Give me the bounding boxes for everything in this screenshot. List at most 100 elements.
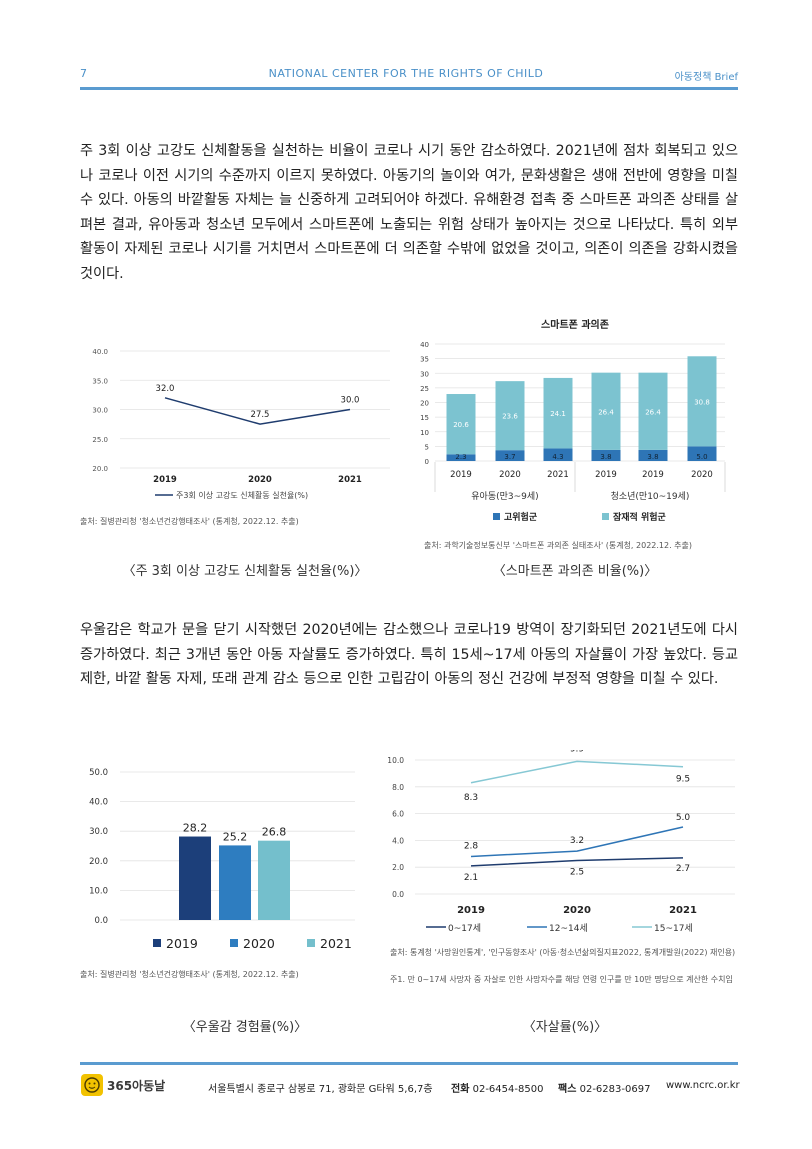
suicide-chart-legend: 0~17세 12~14세 15~17세 xyxy=(426,923,693,934)
legend-high-risk-label: 고위험군 xyxy=(504,511,538,523)
suicide-chart-series xyxy=(470,760,684,867)
depression-bar xyxy=(258,840,290,920)
y-tick-label: 40.0 xyxy=(89,798,108,808)
bar-value-label: 24.1 xyxy=(550,410,566,418)
smartphone-bar-chart: 스마트폰 과의존 0 5 10 15 20 25 30 35 40 2.3 20.6 3.7 23.6… xyxy=(420,318,726,523)
legend-label: 12~14세 xyxy=(549,923,588,934)
activity-chart-y-axis: 20.0 25.0 30.0 35.0 40.0 xyxy=(92,348,108,473)
group-label-youth: 청소년(만10~19세) xyxy=(611,491,690,502)
activity-chart-series xyxy=(164,397,351,425)
legend-swatch xyxy=(307,939,315,947)
y-tick-label: 15 xyxy=(420,414,429,422)
data-label: 2.5 xyxy=(570,868,584,878)
suicide-series-line xyxy=(470,760,684,784)
suicide-source: 출처: 통계청 '사망원인통계', '인구동향조사' (아동·청소년삶의질지표2… xyxy=(390,948,736,957)
header-org-title: NATIONAL CENTER FOR THE RIGHTS OF CHILD xyxy=(268,67,544,80)
y-tick-label: 50.0 xyxy=(89,768,108,778)
activity-source: 출처: 질병관리청 '청소년건강행태조사' (통계청, 2022.12. 추출) xyxy=(80,517,299,526)
bar-value-label: 20.6 xyxy=(453,421,469,429)
high-risk-bar xyxy=(446,454,476,461)
high-risk-bar xyxy=(543,448,573,461)
y-tick-label: 25 xyxy=(420,385,429,393)
suicide-line-chart: 0.02.04.06.08.010.0 2019 2020 2021 2.12.5 2… xyxy=(387,750,735,934)
activity-chart-grid xyxy=(120,350,390,469)
y-tick-label: 8.0 xyxy=(392,783,404,792)
data-label: 3.2 xyxy=(570,836,584,846)
legend-potential-risk-swatch xyxy=(602,513,609,520)
y-tick-label: 35.0 xyxy=(92,377,108,385)
fax-label: 팩스 xyxy=(558,1084,577,1095)
depression-chart-y-axis: 0.0 10.0 20.0 30.0 40.0 50.0 xyxy=(89,768,108,926)
x-tick-label: 2019 xyxy=(153,475,177,485)
smartphone-chart-grid xyxy=(435,343,725,462)
suicide-chart-data-labels: 2.1 2.5 2.7 2.8 3.2 5.0 8.3 9.9 9.5 xyxy=(464,750,691,883)
smartphone-source: 출처: 과학기술정보통신부 '스마트폰 과의존 실태조사' (통계청, 2022… xyxy=(424,541,693,550)
depression-chart-bars xyxy=(179,836,290,920)
footer-website[interactable]: www.ncrc.or.kr xyxy=(666,1080,740,1091)
activity-legend-label: 주3회 이상 고강도 신체활동 실천율(%) xyxy=(176,490,308,500)
bar-value-label: 4.3 xyxy=(552,453,563,461)
phone-number: 02-6454-8500 xyxy=(472,1084,544,1095)
bar-value-label: 3.8 xyxy=(647,453,658,461)
ncrc-logo: 365아동날 xyxy=(81,1074,165,1096)
y-tick-label: 30.0 xyxy=(89,827,108,837)
potential-risk-bar xyxy=(591,372,621,450)
legend-swatch xyxy=(230,939,238,947)
bar-value-label: 5.0 xyxy=(696,453,707,461)
x-tick-label: 2019 xyxy=(450,470,472,480)
group-label-child: 유아동(만3~9세) xyxy=(471,491,538,502)
x-tick-label: 2019 xyxy=(595,470,617,480)
legend-label: 15~17세 xyxy=(654,923,693,934)
header-brief-label: 아동정책 Brief xyxy=(674,72,738,83)
y-tick-label: 20.0 xyxy=(89,857,108,867)
data-label: 25.2 xyxy=(223,830,248,843)
data-label: 9.5 xyxy=(676,775,690,785)
body-paragraph-1: 주 3회 이상 고강도 신체활동을 실천하는 비율이 코로나 시기 동안 감소하… xyxy=(80,143,738,282)
data-label: 28.2 xyxy=(183,822,208,835)
legend-label: 2019 xyxy=(166,936,198,951)
page-number: 7 xyxy=(80,67,87,80)
phone-label: 전화 xyxy=(451,1084,470,1095)
y-tick-label: 10.0 xyxy=(387,756,404,765)
x-tick-label: 2020 xyxy=(499,470,521,480)
footer-divider xyxy=(80,1062,738,1065)
y-tick-label: 40.0 xyxy=(92,348,108,356)
data-label: 5.0 xyxy=(676,813,691,823)
potential-risk-bar xyxy=(446,394,476,455)
data-label: 2.8 xyxy=(464,841,479,851)
depression-chart-data-labels: 28.2 25.2 26.8 xyxy=(183,822,287,844)
footer-fax: 팩스 02-6283-0697 xyxy=(558,1080,650,1095)
x-tick-label: 2020 xyxy=(691,470,713,480)
potential-risk-bar xyxy=(638,372,668,450)
smartphone-caption: 〈스마트폰 과의존 비율(%)〉 xyxy=(492,564,658,579)
smartphone-chart-x-axis: 2019 2020 2021 2019 2019 2020 xyxy=(450,470,713,480)
bar-value-label: 3.7 xyxy=(504,453,515,461)
suicide-series-line xyxy=(470,826,684,858)
data-label: 32.0 xyxy=(156,384,175,394)
y-tick-label: 0.0 xyxy=(94,916,108,926)
y-tick-label: 2.0 xyxy=(392,863,404,872)
high-risk-bar xyxy=(638,449,668,461)
smartphone-chart-title: 스마트폰 과의존 xyxy=(541,318,609,331)
data-label: 30.0 xyxy=(341,396,360,406)
legend-label: 2020 xyxy=(243,936,275,951)
potential-risk-bar xyxy=(687,356,717,447)
y-tick-label: 6.0 xyxy=(392,810,404,819)
data-label: 9.9 xyxy=(570,750,585,754)
bar-value-label: 3.8 xyxy=(600,453,611,461)
data-label: 2.1 xyxy=(464,873,478,883)
y-tick-label: 0 xyxy=(425,458,429,466)
header-divider xyxy=(80,87,738,90)
y-tick-label: 4.0 xyxy=(392,836,404,845)
suicide-note: 주1. 만 0~17세 사망자 중 자살로 인한 사망자수를 해당 연령 인구를… xyxy=(390,975,733,984)
x-tick-label: 2019 xyxy=(642,470,664,480)
legend-label: 2021 xyxy=(320,936,352,951)
y-tick-label: 0.0 xyxy=(392,890,404,899)
data-label: 2.7 xyxy=(676,864,690,874)
fax-number: 02-6283-0697 xyxy=(579,1084,651,1095)
y-tick-label: 20 xyxy=(420,400,429,408)
activity-caption: 〈주 3회 이상 고강도 신체활동 실천율(%)〉 xyxy=(122,564,368,579)
activity-line-chart: 20.0 25.0 30.0 35.0 40.0 2019 2020 2021 32.0 27… xyxy=(92,348,390,500)
legend-high-risk-swatch xyxy=(493,513,500,520)
y-tick-label: 20.0 xyxy=(92,465,108,473)
